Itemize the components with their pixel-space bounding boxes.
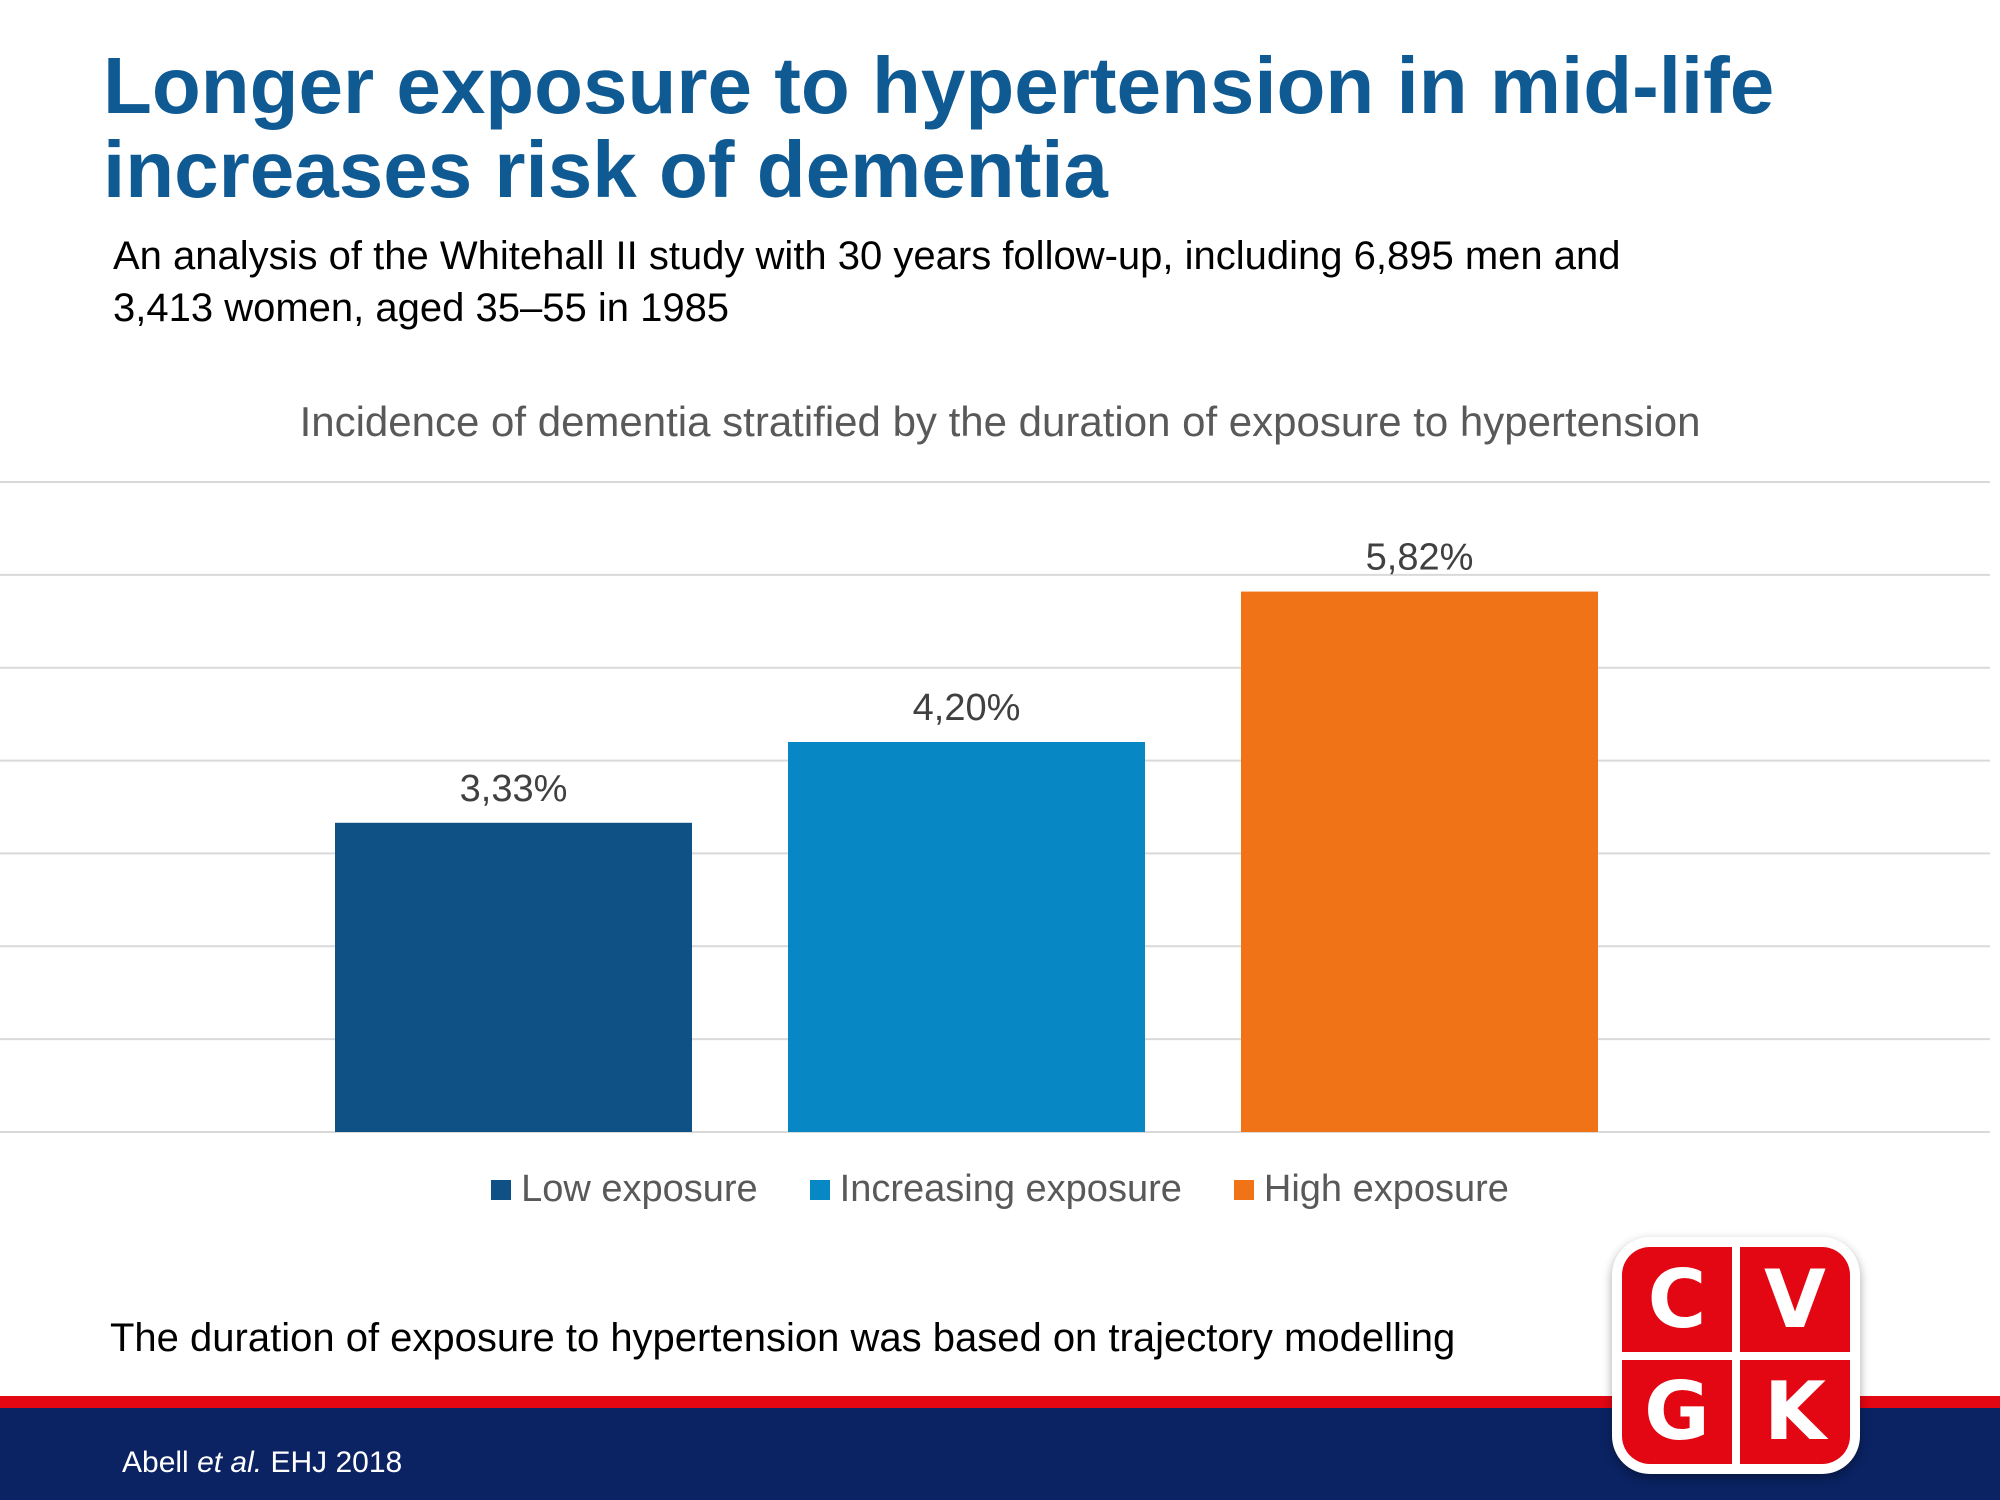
slide-title-line: Longer exposure to hypertension in mid-l… [103,41,1775,130]
chart-legend: Low exposure Increasing exposure High ex… [0,1168,2000,1211]
slide-title-line: increases risk of dementia [103,125,1108,214]
citation-journal: EHJ 2018 [270,1446,403,1479]
legend-label: Low exposure [521,1168,758,1210]
legend-label: Increasing exposure [839,1168,1182,1210]
legend-swatch [809,1179,830,1200]
bar [335,822,692,1132]
chart-title: Incidence of dementia stratified by the … [299,398,1701,445]
legend-label: High exposure [1263,1168,1509,1210]
citation: Abell et al. EHJ 2018 [122,1446,402,1480]
citation-etal: et al. [197,1446,263,1479]
slide-subtitle: An analysis of the Whitehall II study wi… [113,230,1933,334]
legend-item-increasing: Increasing exposure [809,1168,1182,1211]
logo-letter: K [1740,1359,1850,1464]
legend-swatch [1233,1179,1254,1200]
logo-letter: V [1740,1247,1850,1352]
red-stripe [0,1396,2000,1408]
legend-item-low: Low exposure [491,1168,758,1211]
footnote: The duration of exposure to hypertension… [110,1316,1456,1360]
data-label: 4,20% [913,687,1021,729]
legend-swatch [491,1179,512,1200]
subtitle-line: 3,413 women, aged 35–55 in 1985 [113,286,730,330]
bar-chart: 3,33% 4,20% 5,82% [0,481,1990,1133]
bar [1241,591,1598,1132]
subtitle-line: An analysis of the Whitehall II study wi… [113,234,1621,278]
logo-letter: G [1622,1359,1732,1464]
slide-title: Longer exposure to hypertension in mid-l… [103,44,1963,212]
citation-author: Abell [122,1446,189,1479]
data-label: 5,82% [1366,537,1474,579]
cvgk-logo: C V G K [1612,1237,1860,1474]
bar [788,742,1145,1132]
data-label: 3,33% [460,768,568,810]
logo-letter: C [1622,1247,1732,1352]
legend-item-high: High exposure [1233,1168,1509,1211]
